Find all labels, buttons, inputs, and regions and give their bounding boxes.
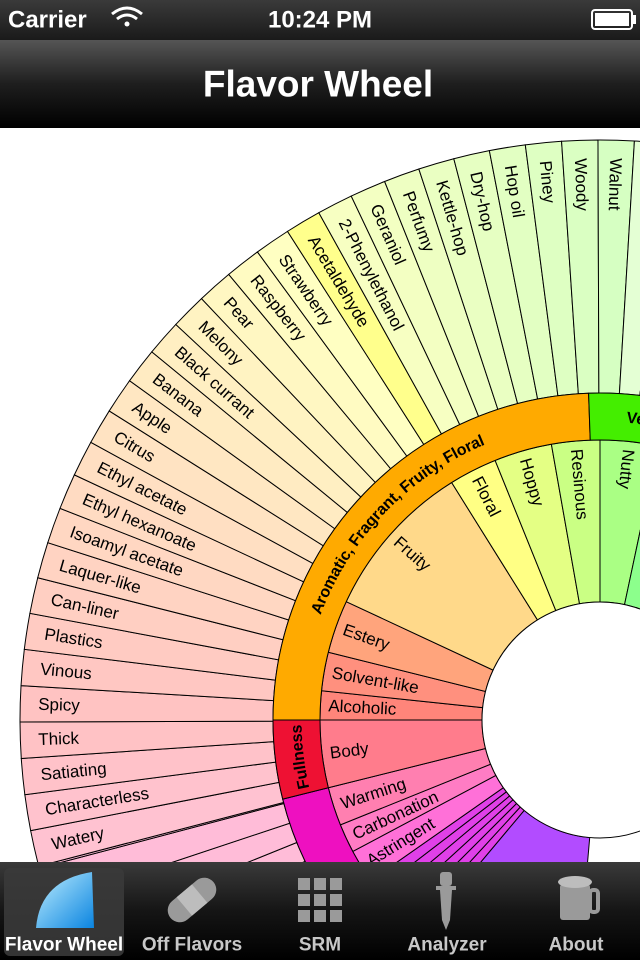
segment-label: Walnut [605,158,625,211]
segment-label: Body [329,739,370,763]
wheel-hole [481,601,640,839]
wifi-icon [111,6,143,27]
segment-label: Woody [571,158,592,212]
tab-icon-analyzer [436,872,456,930]
wheel-segment [588,392,640,444]
segment-label: Nutty [615,448,638,490]
tab-label[interactable]: Off Flavors [142,935,242,956]
segment-label: Vinous [39,660,92,684]
tab-label[interactable]: Analyzer [407,935,487,956]
tab-icon-about [558,876,600,920]
segment-label: Alcoholic [328,696,397,719]
clock: 10:24 PM [268,7,372,34]
segment-label: Thick [38,729,80,749]
tab-label[interactable]: Flavor Wheel [5,935,123,956]
segment-label: Piney [536,160,559,205]
tab-icon-wheel [36,872,94,928]
nav-title: Flavor Wheel [203,64,433,105]
tab-icon-bandage [167,877,217,923]
segment-label: Spicy [38,695,81,715]
carrier: Carrier [8,7,87,34]
flavor-wheel[interactable]: WateryCharacterlessSatiatingThickSpicyVi… [19,139,640,960]
tab-label[interactable]: SRM [299,935,341,956]
navigation-bar [0,40,640,128]
tab-icon-srm [298,878,342,922]
status-bar [0,0,640,40]
battery-icon [591,9,636,30]
tab-label[interactable]: About [549,935,605,956]
tab-icons [36,872,600,930]
